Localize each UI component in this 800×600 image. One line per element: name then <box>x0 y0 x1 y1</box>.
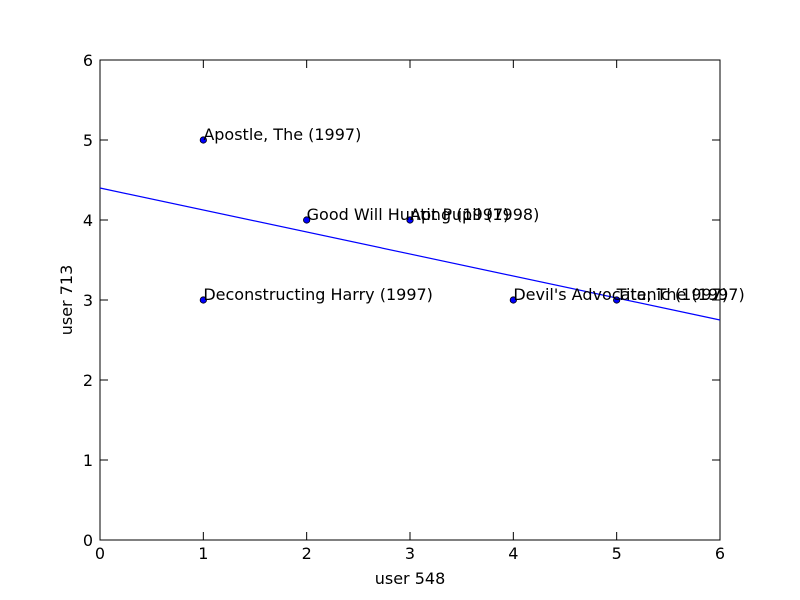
y-tick-label: 6 <box>83 51 93 70</box>
y-tick-label: 5 <box>83 131 93 150</box>
axis-ticks: 0 1 2 3 4 5 6 0 1 2 3 4 5 6 <box>83 51 725 563</box>
x-tick-label: 4 <box>508 544 518 563</box>
x-axis-label: user 548 <box>375 569 446 588</box>
y-tick-label: 1 <box>83 451 93 470</box>
data-point <box>199 136 207 144</box>
data-points <box>199 136 621 304</box>
data-point <box>613 296 621 304</box>
data-point <box>199 296 207 304</box>
data-point <box>406 216 414 224</box>
point-label: Apt Pupil (1998) <box>410 205 539 224</box>
x-tick-label: 5 <box>612 544 622 563</box>
data-point <box>303 216 311 224</box>
y-tick-label: 4 <box>83 211 93 230</box>
point-label: Apostle, The (1997) <box>203 125 361 144</box>
x-tick-label: 3 <box>405 544 415 563</box>
y-axis-label: user 713 <box>57 265 76 336</box>
x-tick-label: 1 <box>198 544 208 563</box>
point-label: Deconstructing Harry (1997) <box>203 285 433 304</box>
point-labels: Apostle, The (1997) Deconstructing Harry … <box>203 125 744 304</box>
point-label: Devil's Advocate, The (1997) <box>513 285 744 304</box>
x-tick-label: 6 <box>715 544 725 563</box>
point-label: Titanic (1997) <box>616 285 728 304</box>
y-tick-label: 0 <box>83 531 93 550</box>
x-tick-label: 2 <box>302 544 312 563</box>
y-tick-label: 2 <box>83 371 93 390</box>
data-point <box>509 296 517 304</box>
point-label: Good Will Hunting (1997) <box>307 205 510 224</box>
y-tick-label: 3 <box>83 291 93 310</box>
x-tick-label: 0 <box>95 544 105 563</box>
